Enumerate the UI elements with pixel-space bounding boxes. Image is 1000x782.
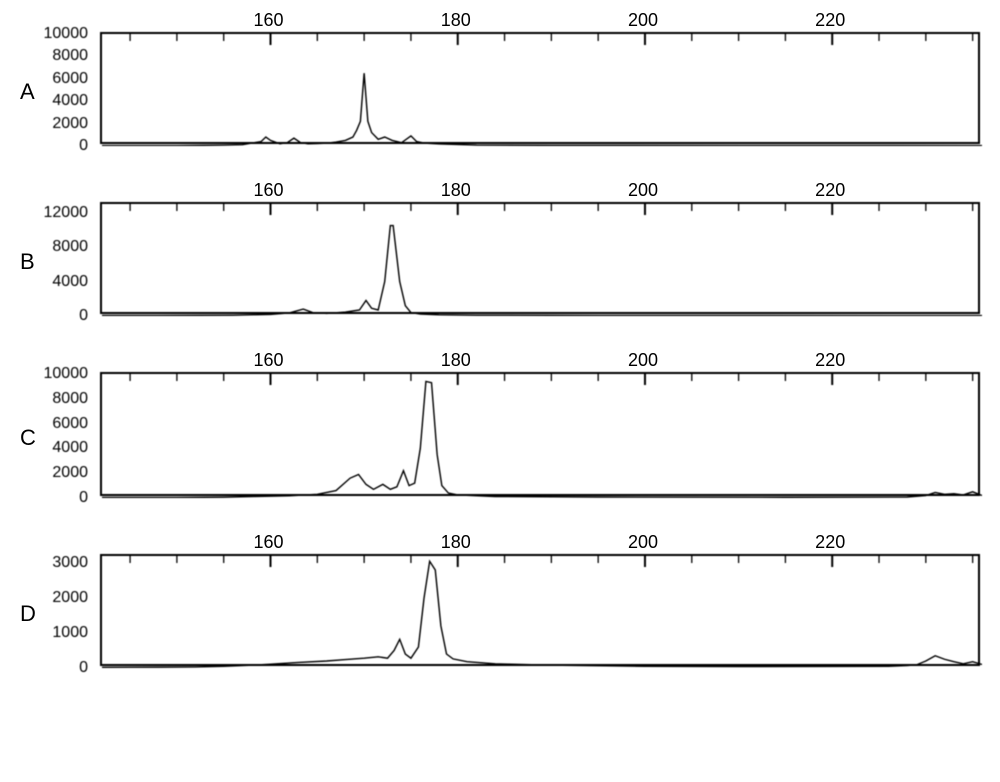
panel-label-a: A [20,49,45,105]
yaxis-tick-label: 4000 [52,439,88,457]
xaxis-tick-label: 160 [253,532,283,553]
plot-wrap: 160 180 200 2200100020003000 [45,532,980,666]
yaxis-tick-label: 8000 [52,47,88,65]
xaxis-tick-label: 220 [815,180,845,201]
yaxis-tick-label: 6000 [52,70,88,88]
yaxis-tick-label: 8000 [52,390,88,408]
figure-container: A1601802002200200040006000800010000B1601… [0,0,1000,782]
xaxis-labels: 160 180 200 220 [45,350,980,372]
yaxis-tick-label: 10000 [44,25,89,43]
panel-label-b: B [20,219,45,275]
yaxis-tick-label: 4000 [52,92,88,110]
panel-row-b: B 160 180 200 22004000800012000 [20,180,980,314]
yaxis-tick-label: 1000 [52,624,88,642]
xaxis-tick-label: 180 [441,180,471,201]
panel-row-d: D 160 180 200 2200100020003000 [20,532,980,666]
xaxis-tick-label: 180 [441,10,471,31]
xaxis-tick-label: 180 [441,532,471,553]
yaxis-tick-label: 2000 [52,589,88,607]
yaxis-tick-label: 0 [79,489,88,507]
xaxis-tick-label: 200 [628,532,658,553]
xaxis-tick-label: 200 [628,350,658,371]
electropherogram-plot [102,374,982,498]
electropherogram-plot [102,556,982,668]
xaxis-tick-label: 160 [253,180,283,201]
panel-row-c: C 160 180 200 2200200040006000800010000 [20,350,980,496]
plot-box: 0200040006000800010000 [100,372,980,496]
yaxis-tick-label: 0 [79,137,88,155]
xaxis-tick-label: 180 [441,350,471,371]
panels-host: A1601802002200200040006000800010000B1601… [20,10,980,666]
panel-label-d: D [20,571,45,627]
xaxis-tick-label: 220 [815,350,845,371]
yaxis-tick-label: 2000 [52,115,88,133]
xaxis-tick-label: 160 [253,350,283,371]
plot-wrap: 160 180 200 2200200040006000800010000 [45,350,980,496]
xaxis-tick-label: 160 [253,10,283,31]
xaxis-labels: 160 180 200 220 [45,532,980,554]
trace-line [102,381,982,497]
xaxis-labels: 160 180 200 220 [45,180,980,202]
plot-box: 0200040006000800010000 [100,32,980,144]
panel-row-a: A 160 180 200 2200200040006000800010000 [20,10,980,144]
electropherogram-plot [102,34,982,146]
plot-wrap: 160 180 200 2200200040006000800010000 [45,10,980,144]
electropherogram-plot [102,204,982,316]
xaxis-tick-label: 200 [628,180,658,201]
xaxis-tick-label: 220 [815,10,845,31]
yaxis-tick-label: 6000 [52,415,88,433]
xaxis-tick-label: 200 [628,10,658,31]
panel-label-c: C [20,395,45,451]
plot-box: 04000800012000 [100,202,980,314]
yaxis-tick-label: 0 [79,307,88,325]
yaxis-tick-label: 3000 [52,554,88,572]
yaxis-tick-label: 10000 [44,365,89,383]
trace-line [102,561,982,667]
yaxis-tick-label: 8000 [52,238,88,256]
yaxis-tick-label: 2000 [52,464,88,482]
trace-line [102,73,982,145]
trace-line [102,226,982,316]
yaxis-tick-label: 4000 [52,273,88,291]
yaxis-tick-label: 12000 [44,204,89,222]
yaxis-tick-label: 0 [79,659,88,677]
plot-wrap: 160 180 200 22004000800012000 [45,180,980,314]
plot-box: 0100020003000 [100,554,980,666]
xaxis-labels: 160 180 200 220 [45,10,980,32]
xaxis-tick-label: 220 [815,532,845,553]
